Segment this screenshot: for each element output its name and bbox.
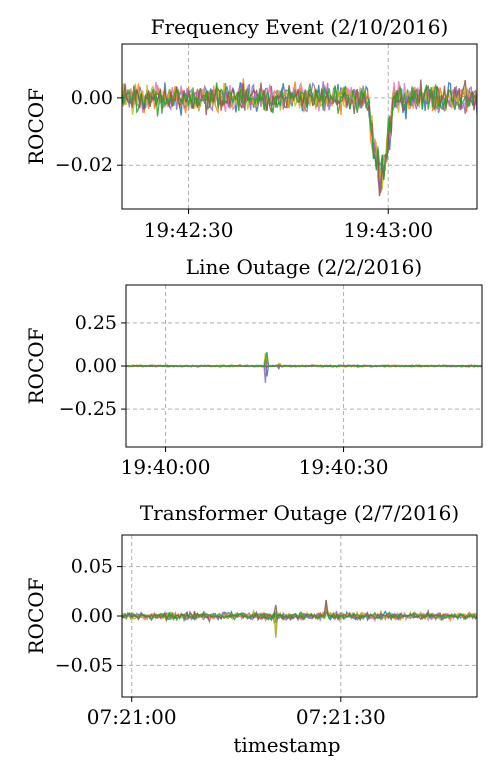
line-outage-panel: Line Outage (2/2/2016) ROCOF 19:40:00 19:40… [24, 255, 483, 479]
series-line-2 [126, 356, 482, 371]
y-tick-label-1: −0.02 [55, 154, 113, 176]
x-tick-label-0: 19:40:00 [121, 455, 211, 479]
y-tick-label-2: −0.05 [55, 654, 113, 676]
series-line-4 [126, 352, 482, 368]
series-line-6 [122, 610, 477, 623]
y-tick-label-2: −0.25 [59, 398, 117, 420]
plot-area [126, 351, 482, 383]
y-axis-label: ROCOF [24, 327, 48, 404]
x-axis-label: timestamp [233, 733, 340, 757]
plot-area [122, 599, 477, 638]
series-line-0 [126, 360, 482, 377]
series-line-2 [122, 80, 477, 192]
y-tick-label-0: 0.25 [75, 312, 117, 334]
y-tick-label-0: 0.00 [71, 87, 113, 109]
y-tick-label-0: 0.05 [71, 556, 113, 578]
y-axis-label: ROCOF [24, 88, 48, 165]
chart-title: Frequency Event (2/10/2016) [151, 15, 449, 39]
x-tick-label-0: 19:42:30 [144, 218, 234, 242]
transformer-outage-panel: Transformer Outage (2/7/2016) ROCOF 07:21:… [24, 501, 478, 729]
series-line-3 [126, 357, 482, 383]
frequency-event-panel: Frequency Event (2/10/2016) ROCOF 19:42:30… [24, 15, 478, 242]
chart-title: Transformer Outage (2/7/2016) [140, 501, 459, 525]
plot-area [122, 78, 477, 197]
x-tick-label-1: 07:21:30 [296, 705, 386, 729]
y-tick-label-1: 0.00 [71, 605, 113, 627]
x-tick-label-1: 19:43:00 [343, 218, 433, 242]
y-tick-label-1: 0.00 [75, 355, 117, 377]
series-line-6 [126, 351, 482, 368]
axes-frame [121, 43, 478, 210]
series-line-6 [122, 82, 477, 181]
chart-title: Line Outage (2/2/2016) [186, 255, 422, 279]
y-axis-label: ROCOF [24, 577, 48, 654]
x-tick-label-1: 19:40:30 [299, 455, 389, 479]
x-tick-label-0: 07:21:00 [87, 705, 177, 729]
